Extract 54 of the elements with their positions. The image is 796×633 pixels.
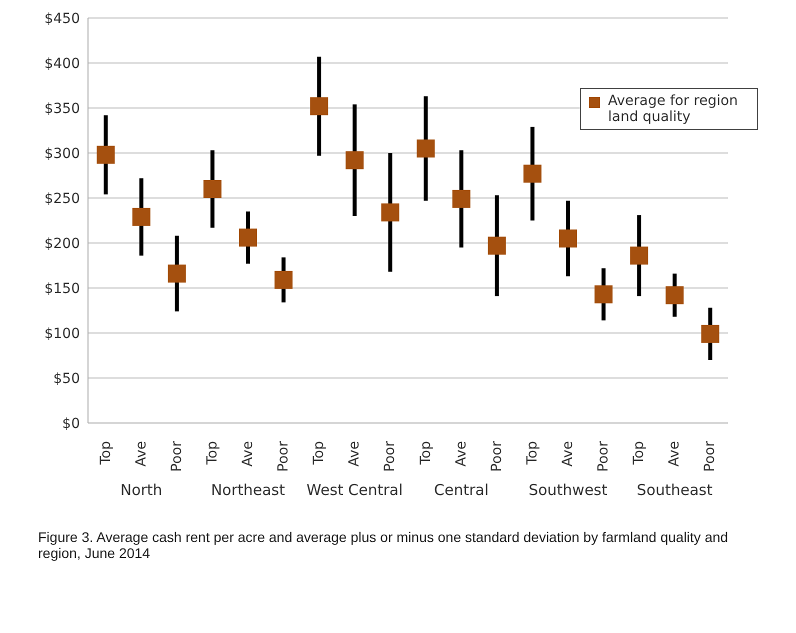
point (666, 286, 684, 304)
y-tick-label: $400 (44, 56, 80, 72)
y-tick-label: $300 (44, 146, 80, 162)
text: Southwest (528, 481, 608, 499)
point (701, 324, 720, 343)
text: Northeast (210, 481, 286, 499)
y-tick-label: $100 (44, 326, 80, 342)
point (381, 203, 400, 222)
x-tick-label: Top (204, 440, 220, 466)
x-tick-label: Ave (240, 441, 256, 467)
point (168, 264, 186, 283)
point (559, 230, 577, 248)
x-tick-label: Poor (382, 440, 398, 472)
x-tick-label: Top (524, 440, 540, 466)
y-tick-label: $200 (44, 236, 80, 252)
point (488, 236, 506, 255)
point (310, 97, 328, 116)
point (630, 246, 648, 265)
x-tick-label: Poor (488, 440, 505, 472)
x-tick-label: Poor (702, 440, 718, 472)
legend-label: Average for region land quality (608, 93, 739, 125)
y-tick-label: $450 (44, 10, 80, 27)
y-tick-label: $250 (44, 190, 80, 207)
point (203, 180, 222, 198)
x-tick-label: Poor (168, 440, 185, 472)
point (346, 151, 364, 170)
x-tick-label: Ave (346, 441, 363, 467)
text: Central (433, 481, 490, 499)
x-tick-label: Poor (596, 440, 612, 472)
point (594, 285, 613, 304)
text: North (119, 481, 164, 499)
point (452, 190, 470, 208)
x-tick-label: Top (98, 440, 114, 466)
x-tick-label: Ave (560, 441, 576, 467)
x-tick-label: Ave (453, 441, 470, 467)
point (274, 270, 293, 289)
y-tick-label: $0 (62, 416, 80, 432)
point (239, 228, 257, 247)
x-tick-label: Ave (133, 441, 150, 467)
x-tick-label: Top (631, 440, 648, 466)
text: Southeast (636, 481, 714, 499)
point (523, 164, 542, 183)
point (416, 140, 435, 158)
text: West Central (306, 481, 404, 499)
y-tick-label: $350 (44, 100, 80, 117)
x-tick-label: Top (311, 440, 328, 466)
x-tick-label: Ave (666, 441, 683, 467)
x-tick-label: Poor (276, 440, 292, 472)
y-tick-label: $150 (44, 280, 80, 297)
point (96, 146, 115, 164)
y-tick-label: $50 (53, 370, 80, 387)
point (132, 208, 150, 226)
text: Figure 3. Average cash rent per acre and average plus or minus one standard deviation by farmland quality and region, June 2014 (38, 529, 730, 561)
x-tick-label: Top (418, 440, 434, 466)
